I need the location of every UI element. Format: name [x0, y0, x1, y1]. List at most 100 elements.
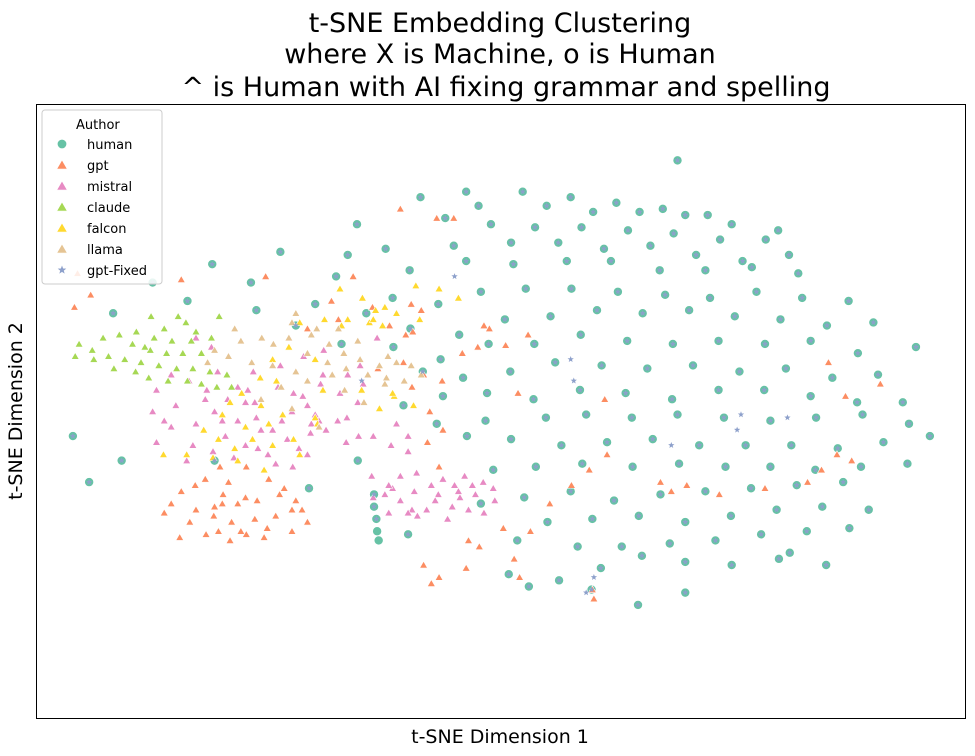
gpt-Fixed-point [689, 362, 697, 369]
claude-point [163, 376, 173, 385]
gpt-point [545, 499, 555, 507]
mistral-point [319, 345, 329, 354]
gpt-point [425, 407, 435, 415]
gpt-Fixed-point [184, 297, 191, 304]
llama-point [203, 358, 213, 366]
mistral-point [166, 370, 176, 379]
gpt-Fixed-point [507, 239, 515, 246]
legend-label-human: human [87, 138, 132, 153]
gpt-point [407, 382, 417, 391]
falcon-point [371, 305, 381, 314]
gpt-Fixed-point [761, 386, 768, 393]
claude-point [181, 318, 191, 326]
gpt-Fixed-point [618, 543, 625, 550]
claude-point [131, 367, 141, 375]
gpt-Fixed-point [463, 257, 470, 264]
gpt-Fixed-point [785, 251, 793, 258]
gpt-Fixed-point [775, 227, 782, 234]
gpt-Fixed-point [674, 411, 681, 418]
gpt-Fixed-point [926, 432, 934, 439]
llama-point [230, 324, 240, 332]
mistral-point [426, 480, 436, 489]
gpt-point [333, 315, 343, 323]
legend-entry-human: human [56, 138, 132, 153]
mistral-point [395, 496, 405, 504]
gpt-Fixed-point [277, 248, 284, 255]
gpt-Fixed-point [574, 543, 581, 550]
gpt-Fixed-point [712, 537, 719, 544]
mistral-point [342, 413, 352, 422]
gpt-Fixed-point [904, 460, 911, 467]
gpt-Fixed-point [812, 466, 819, 473]
legend-entry-llama: llama [56, 243, 123, 258]
gpt-Fixed-point [788, 441, 795, 448]
gpt-Fixed-point [702, 266, 709, 273]
gpt-Fixed-point [834, 445, 841, 452]
gpt-point [259, 533, 269, 541]
gpt-Fixed-point [728, 220, 735, 227]
gpt-point [252, 496, 262, 504]
gpt-Fixed-point [656, 266, 663, 273]
mistral-point [182, 456, 192, 464]
gpt-Fixed-point [674, 157, 681, 164]
llama-point [339, 348, 349, 357]
falcon-point [213, 434, 223, 443]
mistral-point [243, 385, 253, 394]
gpt-Fixed-point [682, 558, 689, 565]
falcon-point [272, 376, 281, 385]
claude-point [227, 382, 237, 391]
llama-point [380, 379, 390, 388]
falcon-point [310, 413, 320, 422]
mistral-point [438, 474, 448, 483]
gpt-point [501, 340, 511, 349]
gpt-Fixed-point [854, 349, 862, 356]
mistral-point [241, 440, 251, 449]
claude-point [162, 348, 172, 357]
gpt-point [241, 529, 251, 538]
gpt-point [261, 272, 271, 280]
mistral-point [171, 400, 181, 409]
mistral-point [460, 471, 470, 480]
legend-title: Author [76, 118, 120, 133]
gpt-Fixed-point [593, 306, 601, 313]
legend-label-mistral: mistral [87, 180, 132, 195]
gpt-point [438, 425, 448, 434]
gpt-point [408, 327, 418, 336]
llama-point [257, 333, 267, 342]
mistral-point [302, 450, 312, 458]
gpt-Fixed-point [628, 414, 635, 421]
mistral-point [271, 459, 281, 468]
mistral-point [447, 502, 457, 511]
gpt-point [86, 290, 96, 299]
gpt-Fixed-point [563, 257, 570, 264]
falcon-point [237, 388, 247, 397]
gpt-Fixed-point [737, 411, 745, 418]
gpt-Fixed-point [757, 531, 765, 537]
gpt-Fixed-point [747, 484, 755, 491]
claude-point [206, 333, 216, 342]
gpt-Fixed-point [570, 377, 577, 384]
gpt-point [832, 450, 842, 458]
gpt-Fixed-point [577, 331, 584, 338]
gpt-Fixed-point [715, 337, 722, 344]
mistral-point [412, 511, 422, 520]
llama-point [291, 308, 301, 317]
legend-label-falcon: falcon [87, 222, 127, 237]
gpt-point [817, 465, 826, 474]
mistral-point [152, 385, 161, 394]
falcon-point [233, 456, 243, 464]
mistral-point [380, 490, 390, 498]
gpt-Fixed-point [463, 188, 470, 195]
mistral-point [353, 397, 363, 406]
gpt-Fixed-point [363, 309, 370, 316]
mistral-point [191, 333, 201, 342]
claude-point [154, 361, 164, 369]
gpt-Fixed-point [442, 214, 449, 221]
mistral-point [433, 490, 443, 498]
llama-point [210, 345, 220, 354]
gpt-point [395, 204, 405, 213]
llama-point [224, 351, 233, 360]
gpt-Fixed-point [823, 322, 831, 329]
gpt-point [190, 480, 200, 489]
gpt-Fixed-point [305, 484, 313, 491]
